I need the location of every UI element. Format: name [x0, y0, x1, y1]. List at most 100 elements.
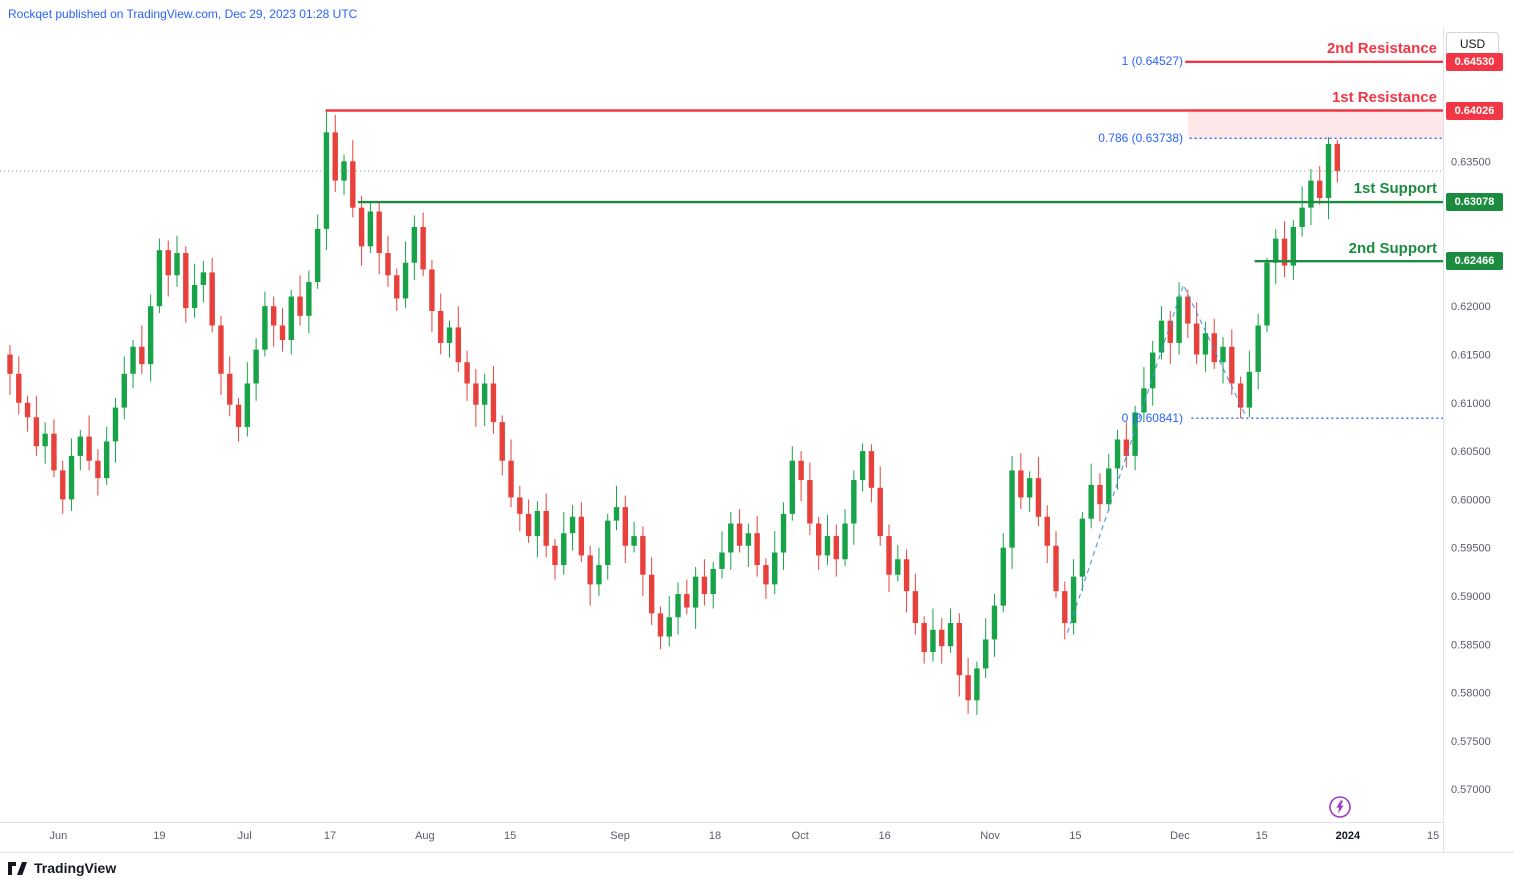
candle-body [1193, 323, 1200, 355]
resistance-1-label[interactable]: 1st Resistance [1331, 89, 1437, 106]
candle-body [701, 576, 708, 595]
candle-body [420, 226, 426, 270]
candle-body [534, 510, 541, 537]
candle-body [1308, 180, 1314, 208]
candle-body [218, 325, 224, 374]
candle-body [68, 455, 75, 500]
candle-body [95, 460, 101, 479]
candle-body [279, 325, 286, 340]
candle-body [578, 516, 585, 556]
candle-body [543, 510, 549, 546]
candle-body [789, 460, 796, 514]
candle-body [675, 594, 681, 618]
candle-body [956, 623, 963, 676]
candle-body [736, 523, 743, 546]
candle-body [130, 346, 136, 374]
candle-body [1273, 238, 1279, 263]
candle-body [631, 536, 637, 546]
candle-body [719, 552, 725, 569]
candle-body [1123, 439, 1130, 456]
candle-body [235, 404, 242, 427]
candle-body [306, 282, 312, 316]
candle-body [16, 373, 22, 403]
candle-body [965, 675, 971, 701]
candle-body [1325, 143, 1332, 199]
candle-body [895, 559, 901, 575]
candle-body [552, 545, 558, 566]
candle-body [438, 311, 444, 343]
time-tick: 15 [504, 830, 516, 842]
flash-marker-icon[interactable] [1329, 796, 1351, 818]
candle-body [745, 533, 752, 546]
price-tick: 0.59000 [1451, 591, 1491, 603]
candle-body [121, 373, 127, 408]
candle-body [780, 513, 787, 553]
candle-body [376, 211, 382, 254]
candle-body [24, 402, 31, 418]
footer-bar: TradingView [0, 853, 1514, 883]
candle-body [1141, 388, 1147, 413]
candle-body [851, 480, 857, 524]
candle-body [587, 555, 593, 585]
candle-body [7, 354, 13, 374]
time-tick: 15 [1427, 830, 1439, 842]
resistance-2-label[interactable]: 2nd Resistance [1326, 40, 1437, 57]
candle-body [165, 250, 171, 276]
fib-trendline[interactable] [1066, 283, 1247, 633]
time-tick: Aug [415, 830, 435, 842]
candle-body [227, 373, 233, 405]
candle-body [1026, 478, 1033, 498]
candle-body [429, 269, 435, 312]
candle-body [939, 629, 945, 647]
candle-body [1290, 226, 1297, 266]
support-2-label[interactable]: 2nd Support [1348, 240, 1437, 257]
candle-body [868, 451, 875, 488]
price-tick: 0.60000 [1451, 494, 1491, 506]
candle-body [446, 327, 453, 343]
candle-body [763, 565, 769, 585]
tradingview-brand[interactable]: TradingView [34, 860, 117, 876]
candle-body [297, 296, 303, 316]
support-1-price-tag: 0.63078 [1446, 193, 1503, 211]
candle-body [1132, 412, 1138, 456]
candle-body [139, 346, 145, 365]
price-tick: 0.61000 [1451, 398, 1491, 410]
candle-body [209, 272, 215, 326]
candle-body [728, 523, 734, 553]
candle-body [1211, 333, 1217, 363]
time-tick: Jun [49, 830, 67, 842]
candle-body [833, 536, 839, 560]
candle-body [1246, 371, 1253, 408]
candle-body [1009, 470, 1015, 548]
candle-body [464, 362, 470, 384]
candle-body [147, 306, 154, 365]
time-tick: 17 [324, 830, 336, 842]
resistance-zone [1187, 110, 1443, 139]
tradingview-logo-icon [8, 861, 27, 875]
support-1-label[interactable]: 1st Support [1353, 180, 1437, 197]
candle-body [350, 161, 356, 208]
candle-body [596, 565, 602, 585]
time-tick: 16 [878, 830, 890, 842]
candle-body [288, 296, 294, 340]
candle-body [473, 383, 479, 405]
candle-body [666, 617, 672, 637]
time-tick: Dec [1170, 830, 1190, 842]
candle-body [613, 507, 620, 521]
resistance-2-price-tag: 0.64530 [1446, 53, 1503, 71]
candle-body [183, 253, 189, 309]
candle-body [394, 275, 400, 299]
time-tick: Jul [238, 830, 252, 842]
candle-body [991, 605, 998, 640]
fib-level-786-label[interactable]: 0.786 (0.63738) [1098, 131, 1183, 145]
fib-level-1-label[interactable]: 1 (0.64527) [1121, 54, 1183, 68]
candle-body [1237, 383, 1244, 408]
candle-body [200, 272, 207, 285]
candle-body [517, 497, 523, 514]
candle-body [33, 417, 40, 447]
candle-body [51, 433, 57, 471]
candle-body [191, 284, 198, 309]
candle-body [1220, 346, 1226, 363]
fib-level-0-label[interactable]: 0 (0.60841) [1121, 411, 1183, 425]
